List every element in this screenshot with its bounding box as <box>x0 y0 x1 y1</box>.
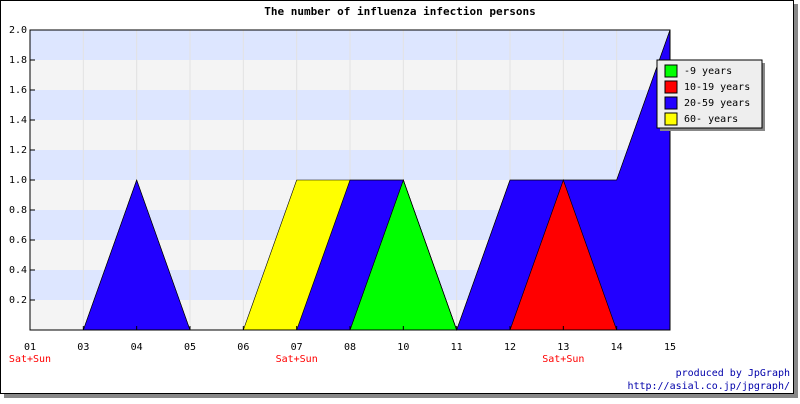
x-tick-label: 14 <box>611 342 623 353</box>
x-tick-label: 07 <box>291 342 303 353</box>
chart-title: The number of influenza infection person… <box>264 5 536 18</box>
footer: produced by JpGraph <box>676 368 790 379</box>
legend-label: 20-59 years <box>684 98 750 109</box>
legend-label: -9 years <box>684 66 732 77</box>
legend-swatch <box>664 96 678 110</box>
x-sublabel: Sat+Sun <box>276 354 318 365</box>
x-tick-label: 04 <box>131 342 143 353</box>
x-sublabel: Sat+Sun <box>542 354 584 365</box>
y-tick-label: 0.2 <box>9 295 27 306</box>
x-tick-label: 06 <box>237 342 249 353</box>
x-tick-label: 15 <box>664 342 676 353</box>
y-tick-label: 0.6 <box>9 235 27 246</box>
y-tick-label: 1.8 <box>9 55 27 66</box>
legend-swatch <box>664 64 678 78</box>
y-tick-label: 1.4 <box>9 115 27 126</box>
y-tick-label: 1.0 <box>9 175 27 186</box>
x-tick-label: 12 <box>504 342 516 353</box>
x-sublabel: Sat+Sun <box>9 354 51 365</box>
legend-label: 60- years <box>684 114 738 125</box>
y-tick-label: 0.8 <box>9 205 27 216</box>
legend-label: 10-19 years <box>684 82 750 93</box>
y-tick-label: 0.4 <box>9 265 27 276</box>
x-tick-label: 01 <box>24 342 36 353</box>
legend-swatch <box>664 80 678 94</box>
legend-swatch <box>664 112 678 126</box>
x-tick-label: 10 <box>397 342 409 353</box>
x-tick-label: 03 <box>77 342 89 353</box>
footer: http://asial.co.jp/jpgraph/ <box>627 381 790 392</box>
x-tick-label: 11 <box>451 342 463 353</box>
x-tick-label: 05 <box>184 342 196 353</box>
x-tick-label: 08 <box>344 342 356 353</box>
y-tick-label: 1.2 <box>9 145 27 156</box>
y-tick-label: 2.0 <box>9 25 27 36</box>
x-tick-label: 13 <box>557 342 569 353</box>
y-tick-label: 1.6 <box>9 85 27 96</box>
